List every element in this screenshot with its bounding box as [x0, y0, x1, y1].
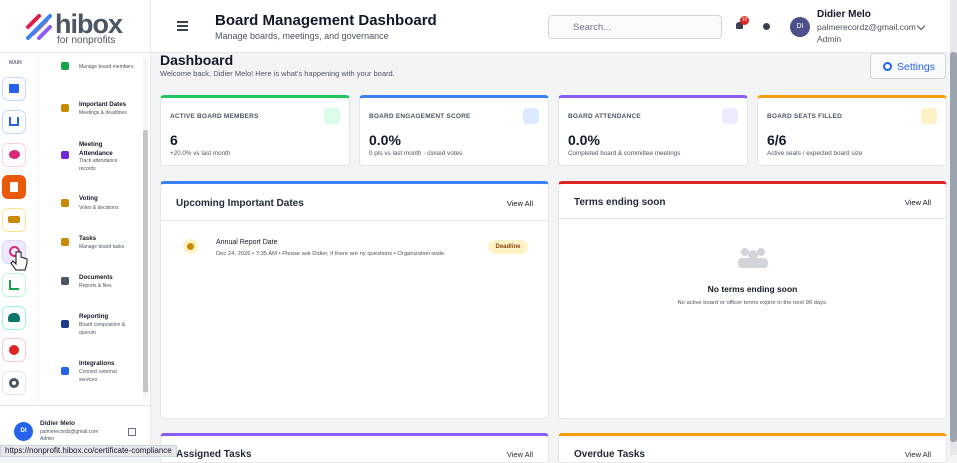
- nav-academy[interactable]: [2, 208, 26, 232]
- header-title: Board Management Dashboard: [215, 12, 437, 29]
- stat-label: BOARD SEATS FILLED: [767, 113, 842, 120]
- stat-value: 6/6: [767, 132, 787, 148]
- settings-label: Settings: [897, 61, 935, 73]
- stat-note: Active seats / expected board size: [767, 150, 863, 157]
- stat-card: BOARD ATTENDANCE 0.0% Completed board & c…: [558, 95, 748, 166]
- theme-toggle[interactable]: [763, 23, 770, 30]
- welcome-text: Welcome back, Didier Melo! Here is what'…: [160, 69, 395, 78]
- user-email: palmerecordz@gmail.com: [817, 22, 916, 32]
- user-role: Admin: [817, 34, 842, 44]
- menu-subtitle: Track attendance records: [79, 158, 118, 172]
- stat-card: BOARD SEATS FILLED 6/6 Active seats / exp…: [757, 95, 947, 166]
- menu-title[interactable]: Voting: [79, 195, 98, 202]
- divider: [38, 52, 39, 404]
- stat-card: ACTIVE BOARD MEMBERS 6 +20.0% vs last mon…: [160, 95, 350, 166]
- user-menu-toggle[interactable]: [916, 21, 926, 31]
- logout-button[interactable]: [128, 428, 136, 436]
- page-scrollbar: [950, 0, 957, 455]
- sidebar: hibox for nonprofits MAIN Manage board m…: [0, 0, 151, 455]
- menu-title[interactable]: Reporting: [79, 313, 109, 320]
- avatar: DI: [14, 422, 33, 441]
- menu-title[interactable]: Integrations: [79, 360, 115, 367]
- nav-rocket[interactable]: [2, 143, 26, 167]
- menu-subtitle: Connect external services: [79, 369, 117, 383]
- stat-label: BOARD ATTENDANCE: [568, 113, 641, 120]
- overdue-panel: Overdue Tasks View All: [558, 433, 947, 463]
- panel-title: Upcoming Important Dates: [176, 198, 304, 209]
- stat-icon: [523, 108, 539, 124]
- header: Board Management Dashboard Manage boards…: [151, 0, 950, 53]
- nav-settings[interactable]: [2, 371, 26, 395]
- logo-name: hibox: [55, 9, 123, 39]
- upcoming-panel: Upcoming Important Dates View All Annual…: [160, 181, 549, 419]
- nav-pie[interactable]: [2, 338, 26, 362]
- event-tag: Deadline: [488, 240, 528, 254]
- user-role: Admin: [40, 436, 55, 442]
- notification-bell[interactable]: [736, 22, 743, 29]
- stat-icon: [324, 108, 340, 124]
- nav-people[interactable]: [2, 306, 26, 330]
- menu-subtitle: Manage board tasks: [79, 244, 125, 250]
- view-all-link[interactable]: View All: [904, 198, 931, 207]
- search-box[interactable]: Search...: [548, 15, 722, 39]
- stat-value: 6: [170, 132, 178, 148]
- user-name: Didier Melo: [40, 420, 76, 427]
- terms-panel: Terms ending soon View All No terms endi…: [558, 181, 947, 419]
- user-email: palmerecordz@gmail.com: [40, 429, 99, 435]
- cursor: [10, 251, 28, 271]
- stat-label: ACTIVE BOARD MEMBERS: [170, 113, 259, 120]
- menu-subtitle: Meetings & deadlines: [79, 110, 127, 116]
- divider: [0, 405, 150, 406]
- stat-note: +20.0% vs last month: [170, 150, 231, 157]
- status-bar-url: https://nonprofit.hibox.co/certificate-c…: [0, 445, 177, 457]
- stat-card: BOARD ENGAGEMENT SCORE 0.0% 0 pts vs last…: [359, 95, 549, 166]
- menu-subtitle: Board composition & quorum: [79, 322, 126, 336]
- menu-subtitle: Reports & files: [79, 283, 112, 289]
- menu-title[interactable]: Important Dates: [79, 101, 127, 108]
- event-title[interactable]: Annual Report Date: [216, 239, 278, 246]
- view-all-link[interactable]: View All: [506, 199, 533, 208]
- notification-badge: 10: [740, 16, 749, 25]
- empty-text: No active board or officer terms expire …: [677, 300, 828, 306]
- panel-title: Terms ending soon: [574, 197, 666, 208]
- stat-value: 0.0%: [369, 132, 401, 148]
- stat-icon: [921, 108, 937, 124]
- nav-home[interactable]: [2, 77, 26, 101]
- stat-icon: [722, 108, 738, 124]
- event-icon: [183, 239, 198, 254]
- stat-note: 0 pts vs last month · closed votes: [369, 150, 463, 157]
- logo-mark: [26, 14, 52, 40]
- menu-toggle[interactable]: [177, 21, 188, 31]
- empty-icon: [738, 248, 768, 268]
- event-details: Dec 24, 2026 • 7:35 AM • Please ask Didi…: [216, 251, 445, 257]
- logo-tagline: for nonprofits: [57, 35, 116, 46]
- menu-subtitle: Votes & decisions: [79, 205, 119, 211]
- menu-subtitle[interactable]: Manage board members: [79, 64, 134, 70]
- user-name: Didier Melo: [817, 9, 871, 20]
- scrollbar: [143, 58, 148, 398]
- nav-flow[interactable]: [2, 273, 26, 297]
- search-placeholder: Search...: [573, 22, 612, 33]
- settings-button[interactable]: Settings: [870, 53, 946, 79]
- menu-title[interactable]: Meeting Attendance: [79, 141, 113, 157]
- avatar[interactable]: DI: [790, 17, 810, 37]
- section-label: MAIN: [9, 60, 22, 66]
- stat-value: 0.0%: [568, 132, 600, 148]
- menu-title[interactable]: Tasks: [79, 235, 97, 242]
- nav-structure[interactable]: [2, 110, 26, 134]
- empty-title: No terms ending soon: [707, 284, 798, 294]
- menu-title[interactable]: Documents: [79, 274, 113, 281]
- assigned-panel: Assigned Tasks View All: [160, 433, 549, 463]
- header-subtitle: Manage boards, meetings, and governance: [215, 31, 389, 41]
- stat-note: Completed board & committee meetings: [568, 150, 681, 157]
- nav-active[interactable]: [2, 175, 26, 199]
- divider: [0, 52, 150, 53]
- page-title: Dashboard: [160, 52, 234, 68]
- stat-label: BOARD ENGAGEMENT SCORE: [369, 113, 471, 120]
